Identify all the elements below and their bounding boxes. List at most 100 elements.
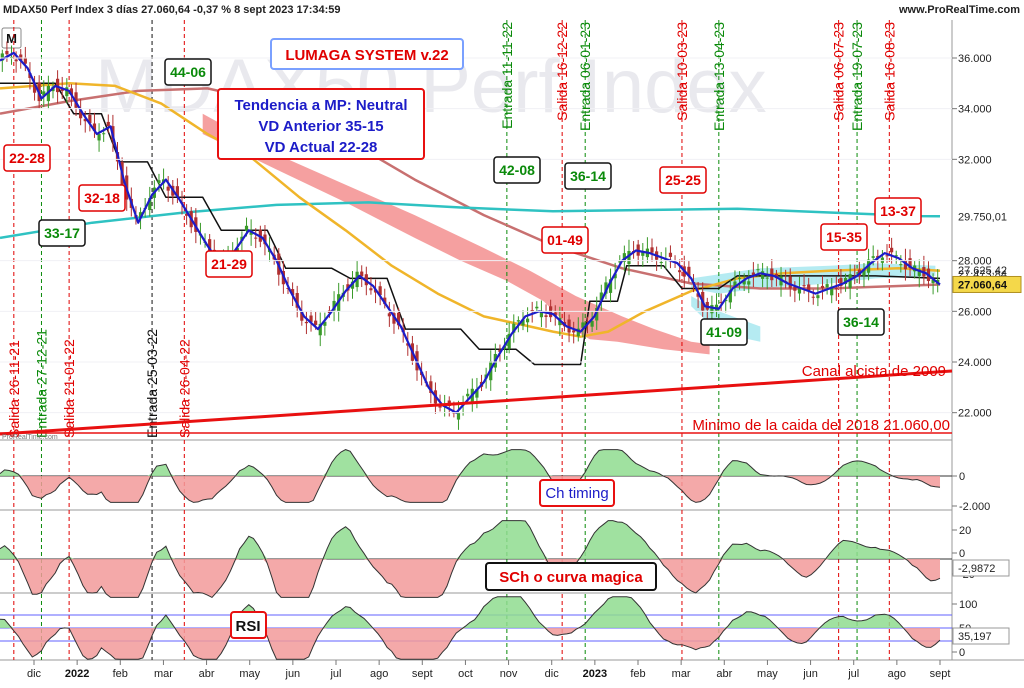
rsi-box: [230, 611, 267, 639]
vd-box: [493, 156, 541, 184]
time-tick-label: dic: [27, 668, 42, 680]
time-axis: dic 2022 feb mar abr may jun jul ago sept oct nov di…: [27, 660, 950, 680]
brown-ma-line: [0, 87, 941, 290]
vd-box: [78, 184, 126, 212]
price-axis: 36.000 34.000 32.000 28.000 26.000 24.000 22.0…: [0, 53, 1022, 420]
candle-body: [737, 278, 742, 280]
candle-body: [719, 301, 723, 303]
channel-line: [0, 369, 953, 436]
time-tick-label: jun: [802, 668, 818, 680]
candle-body: [383, 297, 387, 305]
trend-box: [217, 88, 425, 160]
candle-body: [456, 412, 461, 420]
candle-body: [539, 310, 544, 318]
marker-label: Salida 16-08-23: [881, 22, 897, 121]
price-tick-label: 34.000: [958, 104, 992, 116]
indicator-tick-label: 20: [959, 525, 971, 537]
candle-body: [516, 320, 520, 322]
indicator-tick-label: 0: [959, 647, 965, 659]
vd-box: [541, 226, 589, 254]
time-tick-label: mar: [154, 668, 173, 680]
candle-body: [60, 88, 64, 91]
channel-label: Canal alcista de 2009: [802, 363, 946, 380]
vd-box: [205, 250, 253, 278]
vd-box-label: 44-06: [170, 64, 206, 80]
vd-box: [38, 219, 86, 247]
candle-body: [507, 333, 511, 349]
vd-box: [164, 58, 212, 86]
current-price-label: 27.060,64: [958, 279, 1008, 291]
marker-label: Entrada 06-01-23: [577, 22, 593, 131]
sch-box: [485, 562, 657, 591]
candle-body: [438, 405, 442, 408]
candle-body: [747, 281, 751, 285]
marker-label: Salida 26-11-21: [6, 340, 22, 438]
candle-body: [825, 284, 829, 288]
candle-body: [309, 315, 313, 322]
price-marker-bg: [953, 208, 1021, 225]
price-tick-label: 24.000: [958, 357, 992, 369]
candle-body: [69, 88, 74, 95]
candle-body: [678, 270, 682, 273]
vd-box-label: 21-29: [211, 256, 247, 272]
candle-body: [807, 284, 811, 291]
vd-box-label: 22-28: [9, 150, 45, 166]
candle-body: [406, 343, 410, 346]
candle-body: [760, 271, 765, 279]
candle-body: [42, 91, 46, 96]
candle-body: [595, 307, 599, 321]
candle-body: [14, 59, 18, 62]
candle-body: [576, 328, 580, 337]
marker-label: Entrada 13-04-23: [711, 22, 727, 131]
candle-body: [668, 252, 673, 257]
vd-box: [820, 223, 868, 251]
candle-body: [332, 300, 336, 311]
candle-body: [627, 250, 631, 265]
cyan-cloud: [691, 263, 936, 294]
mode-button[interactable]: M: [1, 27, 22, 49]
time-tick-label: ago: [888, 668, 906, 680]
candle-body: [392, 313, 396, 324]
candle-body: [300, 311, 304, 321]
time-tick-label: ago: [370, 668, 388, 680]
candle-body: [475, 389, 479, 398]
candle-body: [604, 282, 608, 294]
indicator-tick-label: 0: [959, 471, 965, 483]
indicator-tick-label: 100: [959, 599, 977, 611]
marker-label: Entrada 11-11-22: [499, 22, 515, 129]
candle-body: [756, 269, 760, 271]
ch-timing-label: Ch timing: [545, 485, 608, 502]
indicator-line: [0, 596, 941, 660]
candle-body: [378, 286, 382, 296]
candle-body: [318, 323, 322, 336]
candle-body: [599, 292, 603, 300]
candle-body: [839, 278, 843, 287]
candle-body: [185, 213, 189, 216]
candle-body: [816, 295, 820, 299]
candle-body: [254, 237, 258, 239]
time-tick-label: jul: [329, 668, 341, 680]
rsi-label: RSI: [235, 618, 260, 635]
indicator-value-box: [952, 559, 1010, 577]
candle-body: [23, 57, 27, 64]
moving-averages: [0, 82, 941, 366]
vd-boxes: 22-28 33-17 32-18 44-06 21-29 42-08 36-14 01-49…: [3, 58, 922, 346]
candle-body: [608, 279, 613, 293]
candle-body: [157, 180, 161, 183]
candle-body: [369, 288, 373, 291]
time-tick-label: feb: [630, 668, 645, 680]
price-marker-label: 29.750,01: [958, 211, 1007, 223]
indicator-line: [0, 520, 941, 599]
vd-box-label: 41-09: [706, 324, 742, 340]
time-tick-label: abr: [716, 668, 732, 680]
candle-body: [742, 280, 746, 285]
time-tick-label: nov: [500, 668, 518, 680]
candle-body: [862, 269, 866, 276]
candle-body: [917, 269, 921, 276]
candle-body: [802, 285, 806, 287]
time-tick-label: mar: [672, 668, 691, 680]
time-tick-label: dic: [545, 668, 560, 680]
candle-body: [323, 321, 327, 326]
trend-line-2: VD Anterior 35-15: [258, 118, 383, 135]
